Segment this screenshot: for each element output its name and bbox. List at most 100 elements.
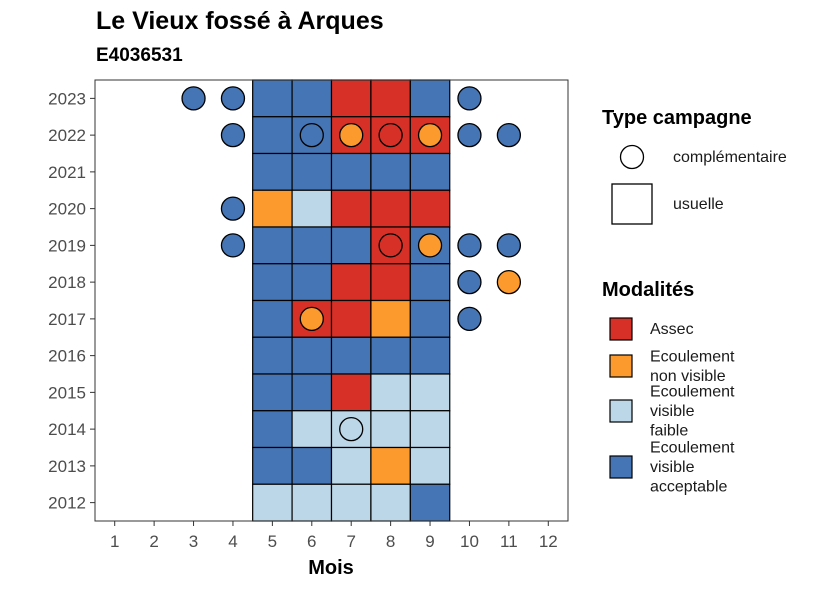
cell-2015-5 — [252, 373, 293, 412]
y-axis: 2012 2013 2014 2015 2016 2017 2018 2019 2020 2021… — [48, 89, 95, 513]
cell-2013-9 — [409, 446, 451, 485]
y-tick-label-2020: 2020 — [48, 200, 86, 219]
x-tick-label-4: 4 — [228, 532, 237, 551]
cell-2022-5 — [252, 116, 293, 155]
cell-2023-7 — [330, 79, 372, 118]
cell-2012-8 — [370, 483, 411, 522]
point-2023-10 — [457, 86, 482, 111]
cell-2016-5 — [252, 336, 293, 375]
point-2022-11 — [496, 122, 522, 148]
point-2022-7 — [339, 122, 364, 148]
legend-label-2-line-1: visible — [650, 403, 695, 420]
y-tick-label-2023: 2023 — [48, 89, 86, 108]
x-tick-label-7: 7 — [346, 532, 355, 551]
cell-2013-6 — [291, 446, 333, 485]
cell-2013-5 — [252, 446, 293, 485]
chart-subtitle: E4036531 — [96, 45, 183, 66]
x-tick-label-11: 11 — [500, 532, 518, 551]
legend-label-complementaire: complémentaire — [673, 149, 787, 166]
cell-2019-6 — [291, 226, 333, 265]
y-tick-label-2022: 2022 — [48, 126, 86, 145]
point-2018-11 — [496, 269, 522, 295]
legend-key-1 — [609, 354, 633, 378]
point-2023-3 — [181, 86, 206, 111]
legend-key-3 — [609, 455, 633, 479]
point-2017-10 — [457, 306, 482, 332]
legend-label-3-line-0: Ecoulement — [650, 440, 735, 457]
point-2022-9 — [417, 122, 443, 148]
legend-modalites-title: Modalités — [602, 279, 694, 301]
y-tick-label-2019: 2019 — [48, 236, 86, 255]
x-tick-label-9: 9 — [425, 532, 434, 551]
cell-2023-6 — [291, 79, 333, 118]
point-2022-4 — [220, 122, 246, 148]
cell-2014-6 — [291, 410, 333, 449]
point-2019-9 — [417, 233, 443, 258]
cell-2017-5 — [252, 299, 293, 338]
legend-type-campagne: Type campagne complémentaire usuelle — [602, 107, 787, 225]
point-2022-10 — [457, 122, 482, 148]
cell-2015-6 — [291, 373, 333, 412]
cell-2015-8 — [370, 373, 411, 412]
cell-2020-5 — [252, 189, 293, 228]
legend-key-2 — [609, 399, 633, 423]
x-tick-label-1: 1 — [110, 532, 119, 551]
cell-2023-5 — [252, 79, 293, 118]
y-tick-label-2012: 2012 — [48, 494, 86, 513]
x-tick-label-2: 2 — [149, 532, 158, 551]
y-tick-label-2018: 2018 — [48, 273, 86, 292]
cell-2018-5 — [252, 263, 293, 302]
x-axis: 1 2 3 4 5 6 7 8 9 10 11 12 — [110, 521, 558, 551]
cell-2023-9 — [409, 79, 451, 118]
legend-label-2-line-2: faible — [650, 423, 688, 440]
cell-2018-9 — [409, 263, 451, 302]
point-2022-8 — [378, 122, 403, 148]
cell-2018-6 — [291, 263, 333, 302]
point-2020-4 — [220, 196, 246, 221]
legend-label-2-line-0: Ecoulement — [650, 384, 735, 401]
legend-label-0-line-0: Assec — [650, 321, 694, 338]
x-tick-label-12: 12 — [539, 532, 558, 551]
cell-2013-8 — [370, 446, 411, 485]
cell-2016-8 — [370, 336, 411, 375]
cell-2021-6 — [291, 152, 333, 191]
legend-key-complementaire — [619, 144, 645, 170]
y-tick-label-2017: 2017 — [48, 310, 86, 329]
cell-2020-7 — [330, 189, 372, 228]
legend-key-usuelle — [611, 183, 653, 225]
y-tick-label-2021: 2021 — [48, 163, 86, 182]
cell-2018-7 — [330, 263, 372, 302]
cell-2017-9 — [409, 299, 451, 338]
x-tick-label-6: 6 — [307, 532, 316, 551]
point-2023-4 — [220, 86, 246, 111]
legend-type-campagne-title: Type campagne — [602, 107, 752, 129]
cell-2012-5 — [252, 483, 293, 522]
legend-label-3-line-2: acceptable — [650, 479, 727, 496]
cell-2020-9 — [409, 189, 451, 228]
plot-panel-border — [94, 79, 569, 522]
cell-2017-8 — [370, 299, 411, 338]
x-tick-label-3: 3 — [189, 532, 198, 551]
cell-2021-5 — [252, 152, 293, 191]
cell-2015-9 — [409, 373, 451, 412]
cell-2016-6 — [291, 336, 333, 375]
cell-2014-5 — [252, 410, 293, 449]
cell-2021-8 — [370, 152, 411, 191]
chart-title: Le Vieux fossé à Arques — [96, 7, 384, 35]
y-tick-label-2013: 2013 — [48, 457, 86, 476]
legend-label-3-line-1: visible — [650, 459, 695, 476]
point-2019-11 — [496, 233, 522, 258]
point-2019-8 — [378, 233, 403, 258]
x-tick-label-5: 5 — [268, 532, 277, 551]
cell-2013-7 — [330, 446, 372, 485]
point-2019-10 — [457, 233, 482, 258]
complementaire-points — [181, 86, 522, 442]
point-2014-7 — [339, 416, 364, 442]
cell-2014-8 — [370, 410, 411, 449]
x-tick-label-8: 8 — [386, 532, 395, 551]
cell-2016-9 — [409, 336, 451, 375]
cell-2019-5 — [252, 226, 293, 265]
legend-label-1-line-0: Ecoulement — [650, 348, 735, 365]
legend-key-0 — [609, 317, 633, 341]
